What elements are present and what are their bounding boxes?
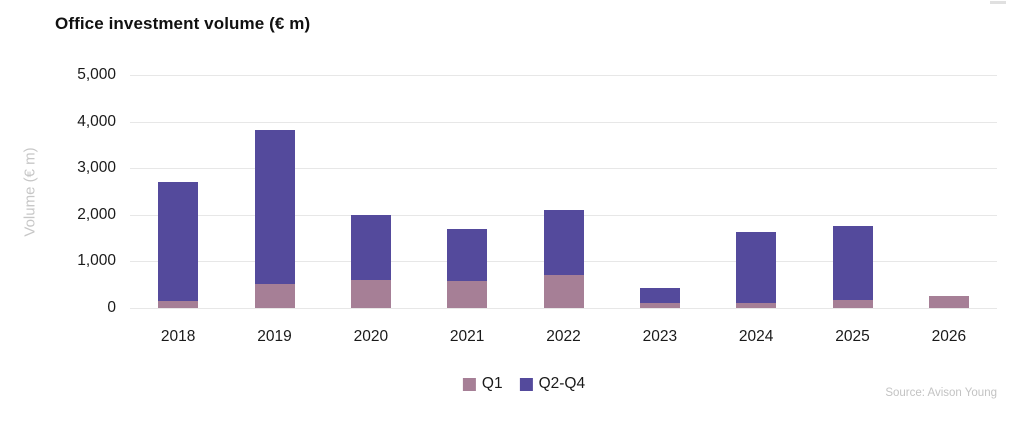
bar-2022 — [543, 209, 584, 308]
y-axis-ticks: 0 1,000 2,000 3,000 4,000 5,000 — [0, 66, 116, 316]
legend-item-q2-q4: Q2-Q4 — [519, 375, 586, 393]
legend-label-q2-q4: Q2-Q4 — [538, 375, 586, 392]
bar-segment-q2-q4-2019 — [254, 129, 295, 284]
y-tick-label: 5,000 — [77, 66, 116, 83]
bar-segment-q1-2023 — [639, 303, 680, 308]
gridline — [130, 121, 997, 123]
bar-2024 — [736, 232, 777, 308]
bar-2026 — [928, 296, 969, 308]
legend-swatch-q2-q4 — [519, 377, 533, 391]
x-tick-label-2023: 2023 — [642, 328, 678, 345]
bar-2018 — [158, 182, 199, 308]
source-credit: Source: Avison Young — [885, 387, 997, 399]
y-tick-label: 0 — [107, 299, 116, 316]
bar-segment-q2-q4-2024 — [736, 232, 777, 304]
gridline — [130, 308, 997, 309]
bar-segment-q1-2018 — [158, 301, 199, 308]
top-edge-artifact — [990, 1, 1006, 4]
y-tick-label: 2,000 — [77, 205, 116, 223]
y-tick-label: 4,000 — [77, 112, 116, 130]
bar-2021 — [447, 228, 488, 308]
x-tick-label-2024: 2024 — [738, 328, 774, 345]
x-tick-label-2020: 2020 — [353, 328, 389, 345]
plot-area — [130, 75, 997, 309]
x-tick-label-2021: 2021 — [449, 328, 485, 345]
legend-label-q1: Q1 — [481, 375, 503, 392]
legend-swatch-q1 — [462, 377, 476, 391]
x-tick-label-2025: 2025 — [835, 328, 870, 345]
bar-segment-q2-q4-2018 — [158, 182, 199, 302]
x-tick-label-2018: 2018 — [160, 328, 196, 345]
legend-item-q1: Q1 — [462, 375, 503, 393]
bar-2020 — [350, 214, 391, 308]
bar-segment-q2-q4-2023 — [639, 287, 680, 304]
bar-segment-q1-2021 — [447, 280, 488, 308]
chart-legend: Q1 Q2-Q4 — [462, 374, 586, 394]
x-tick-label-2019: 2019 — [257, 328, 292, 345]
x-tick-label-2026: 2026 — [931, 328, 967, 345]
x-axis-ticks: 2018 2019 2020 2021 2022 2023 2024 2025 2026 — [130, 325, 997, 349]
bar-segment-q2-q4-2020 — [350, 214, 391, 281]
chart-title: Office investment volume (€ m) — [55, 14, 311, 33]
bar-segment-q1-2020 — [350, 280, 391, 308]
bar-segment-q1-2022 — [543, 275, 584, 308]
gridline — [130, 168, 997, 170]
bar-segment-q2-q4-2025 — [832, 226, 873, 300]
bar-segment-q1-2025 — [832, 299, 873, 308]
bar-2019 — [254, 129, 295, 308]
bar-segment-q1-2026 — [928, 296, 969, 308]
y-tick-label: 3,000 — [77, 159, 116, 177]
bar-segment-q1-2024 — [736, 303, 777, 308]
bar-segment-q2-q4-2021 — [447, 228, 488, 281]
gridline — [130, 75, 997, 76]
bar-segment-q1-2019 — [254, 283, 295, 308]
bar-2023 — [639, 287, 680, 308]
bar-segment-q2-q4-2022 — [543, 209, 584, 276]
x-tick-label-2022: 2022 — [546, 328, 581, 345]
y-tick-label: 1,000 — [77, 252, 116, 270]
bar-2025 — [832, 226, 873, 308]
